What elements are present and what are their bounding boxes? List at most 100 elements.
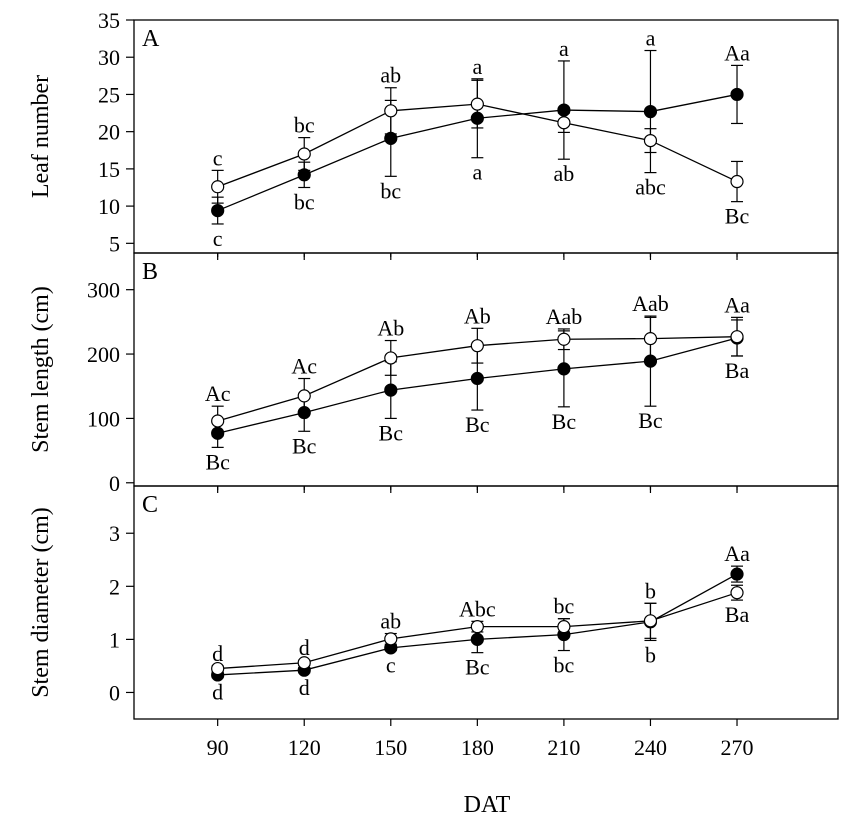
data-point-open — [297, 656, 311, 670]
annotation-upper: Abc — [459, 596, 496, 621]
panel-frame — [133, 485, 839, 720]
y-tick-label: 2 — [109, 574, 120, 599]
data-point-filled — [557, 103, 571, 117]
data-point-open — [211, 414, 225, 428]
data-point-open — [470, 339, 484, 353]
annotation-lower: ab — [554, 161, 575, 186]
y-tick-label: 100 — [87, 406, 120, 431]
data-point-open — [211, 180, 225, 194]
annotation-upper: a — [472, 54, 482, 79]
data-point-open — [297, 147, 311, 161]
panel-label: B — [142, 259, 158, 285]
data-point-filled — [384, 131, 398, 145]
data-point-open — [470, 620, 484, 634]
data-point-open — [730, 586, 744, 600]
data-point-filled — [470, 632, 484, 646]
data-point-filled — [297, 406, 311, 420]
data-point-open — [557, 620, 571, 634]
annotation-upper: c — [213, 145, 223, 170]
annotation-lower: Ba — [725, 602, 750, 627]
data-point-open — [211, 661, 225, 676]
annotation-upper: Ac — [205, 381, 231, 406]
annotation-upper: b — [645, 578, 656, 603]
annotation-lower: Bc — [552, 409, 577, 434]
y-tick-label: 300 — [87, 278, 120, 303]
annotation-lower: bc — [554, 653, 575, 678]
data-point-filled — [384, 383, 398, 397]
x-tick-label: 210 — [547, 735, 580, 760]
x-tick-label: 180 — [461, 735, 494, 760]
annotation-lower: Bc — [465, 412, 490, 437]
data-point-filled — [470, 371, 484, 386]
y-tick-label: 0 — [109, 471, 120, 496]
annotation-upper: bc — [554, 594, 575, 619]
annotation-upper: Aa — [724, 40, 750, 65]
annotation-lower: abc — [635, 175, 666, 200]
annotation-lower: bc — [294, 189, 315, 214]
annotation-lower: a — [472, 160, 482, 185]
annotation-upper: Aa — [724, 541, 750, 566]
x-tick-label: 90 — [207, 735, 229, 760]
y-tick-label: 200 — [87, 342, 120, 367]
y-tick-label: 5 — [109, 231, 120, 256]
annotation-upper: bc — [294, 113, 315, 138]
annotation-lower: bc — [380, 178, 401, 203]
annotation-lower: Ba — [725, 358, 750, 383]
x-tick-label: 270 — [721, 735, 754, 760]
annotation-upper: Aab — [546, 304, 583, 329]
annotation-lower: d — [299, 675, 310, 700]
y-axis-label: Leaf number — [28, 75, 54, 198]
annotation-lower: c — [386, 653, 396, 678]
y-tick-label: 10 — [98, 194, 120, 219]
data-point-filled — [643, 104, 658, 119]
annotation-upper: Ab — [464, 303, 491, 328]
x-axis-label: DAT — [464, 792, 511, 818]
data-point-open — [643, 614, 658, 628]
annotation-lower: Bc — [292, 433, 317, 458]
y-tick-label: 35 — [98, 8, 120, 33]
annotation-upper: a — [646, 26, 656, 51]
y-tick-label: 20 — [98, 120, 120, 145]
annotation-upper: Aab — [632, 291, 669, 316]
y-tick-label: 30 — [98, 45, 120, 70]
data-point-filled — [730, 567, 744, 581]
x-tick-label: 240 — [634, 735, 667, 760]
y-tick-label: 0 — [109, 680, 120, 705]
data-point-open — [557, 116, 571, 130]
data-point-filled — [211, 203, 225, 218]
y-tick-label: 3 — [109, 521, 120, 546]
y-tick-label: 25 — [98, 82, 120, 107]
data-point-filled — [643, 354, 658, 368]
annotation-lower: c — [213, 226, 223, 251]
data-point-open — [384, 104, 398, 118]
data-point-filled — [730, 87, 744, 102]
data-point-open — [384, 632, 398, 646]
data-point-open — [643, 332, 658, 346]
panel-label: A — [142, 26, 160, 52]
x-tick-label: 120 — [288, 735, 321, 760]
annotation-upper: ab — [380, 63, 401, 88]
x-tick-label: 150 — [374, 735, 407, 760]
annotation-upper: a — [559, 36, 569, 61]
data-point-open — [643, 133, 658, 148]
y-axis-label: Stem diameter (cm) — [28, 507, 54, 698]
annotation-lower: Bc — [379, 420, 404, 445]
annotation-upper: ab — [380, 609, 401, 634]
data-point-filled — [297, 168, 311, 182]
data-point-open — [730, 174, 744, 189]
data-point-filled — [557, 362, 571, 376]
data-point-filled — [211, 426, 225, 440]
annotation-lower: d — [212, 680, 223, 705]
data-point-open — [730, 330, 744, 344]
annotation-lower: Bc — [465, 655, 490, 680]
annotation-lower: b — [645, 642, 656, 667]
data-point-open — [384, 351, 398, 365]
annotation-upper: Aa — [724, 292, 750, 317]
y-tick-label: 1 — [109, 627, 120, 652]
annotation-upper: Ab — [377, 316, 404, 341]
data-point-open — [470, 97, 484, 111]
data-point-filled — [470, 111, 484, 125]
y-axis-label: Stem length (cm) — [28, 286, 54, 453]
annotation-upper: d — [299, 635, 310, 660]
